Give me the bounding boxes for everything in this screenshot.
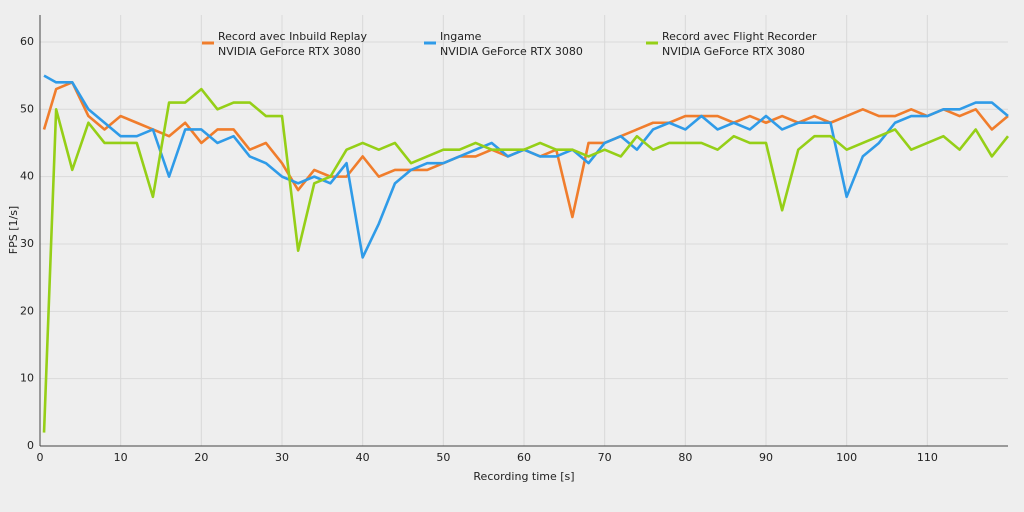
x-tick-label: 50 [436,451,450,464]
x-tick-label: 40 [356,451,370,464]
y-tick-label: 50 [20,102,34,115]
series-line [42,87,1010,433]
legend-label: Ingame [440,30,482,43]
x-tick-label: 100 [836,451,857,464]
x-tick-label: 80 [678,451,692,464]
y-axis-label: FPS [1/s] [7,206,20,254]
x-tick-label: 0 [37,451,44,464]
legend-label: Record avec Inbuild Replay [218,30,368,43]
y-tick-label: 10 [20,372,34,385]
x-tick-label: 10 [114,451,128,464]
x-axis-label: Recording time [s] [473,470,574,483]
y-tick-label: 20 [20,304,34,317]
x-tick-label: 90 [759,451,773,464]
x-tick-label: 70 [598,451,612,464]
legend-device: NVIDIA GeForce RTX 3080 [218,45,361,58]
legend-device: NVIDIA GeForce RTX 3080 [662,45,805,58]
legend-device: NVIDIA GeForce RTX 3080 [440,45,583,58]
y-tick-label: 30 [20,237,34,250]
legend-label: Record avec Flight Recorder [662,30,817,43]
y-tick-label: 60 [20,35,34,48]
x-tick-label: 60 [517,451,531,464]
x-tick-label: 20 [194,451,208,464]
x-tick-label: 30 [275,451,289,464]
y-tick-label: 0 [27,439,34,452]
x-tick-label: 110 [917,451,938,464]
y-tick-label: 40 [20,170,34,183]
